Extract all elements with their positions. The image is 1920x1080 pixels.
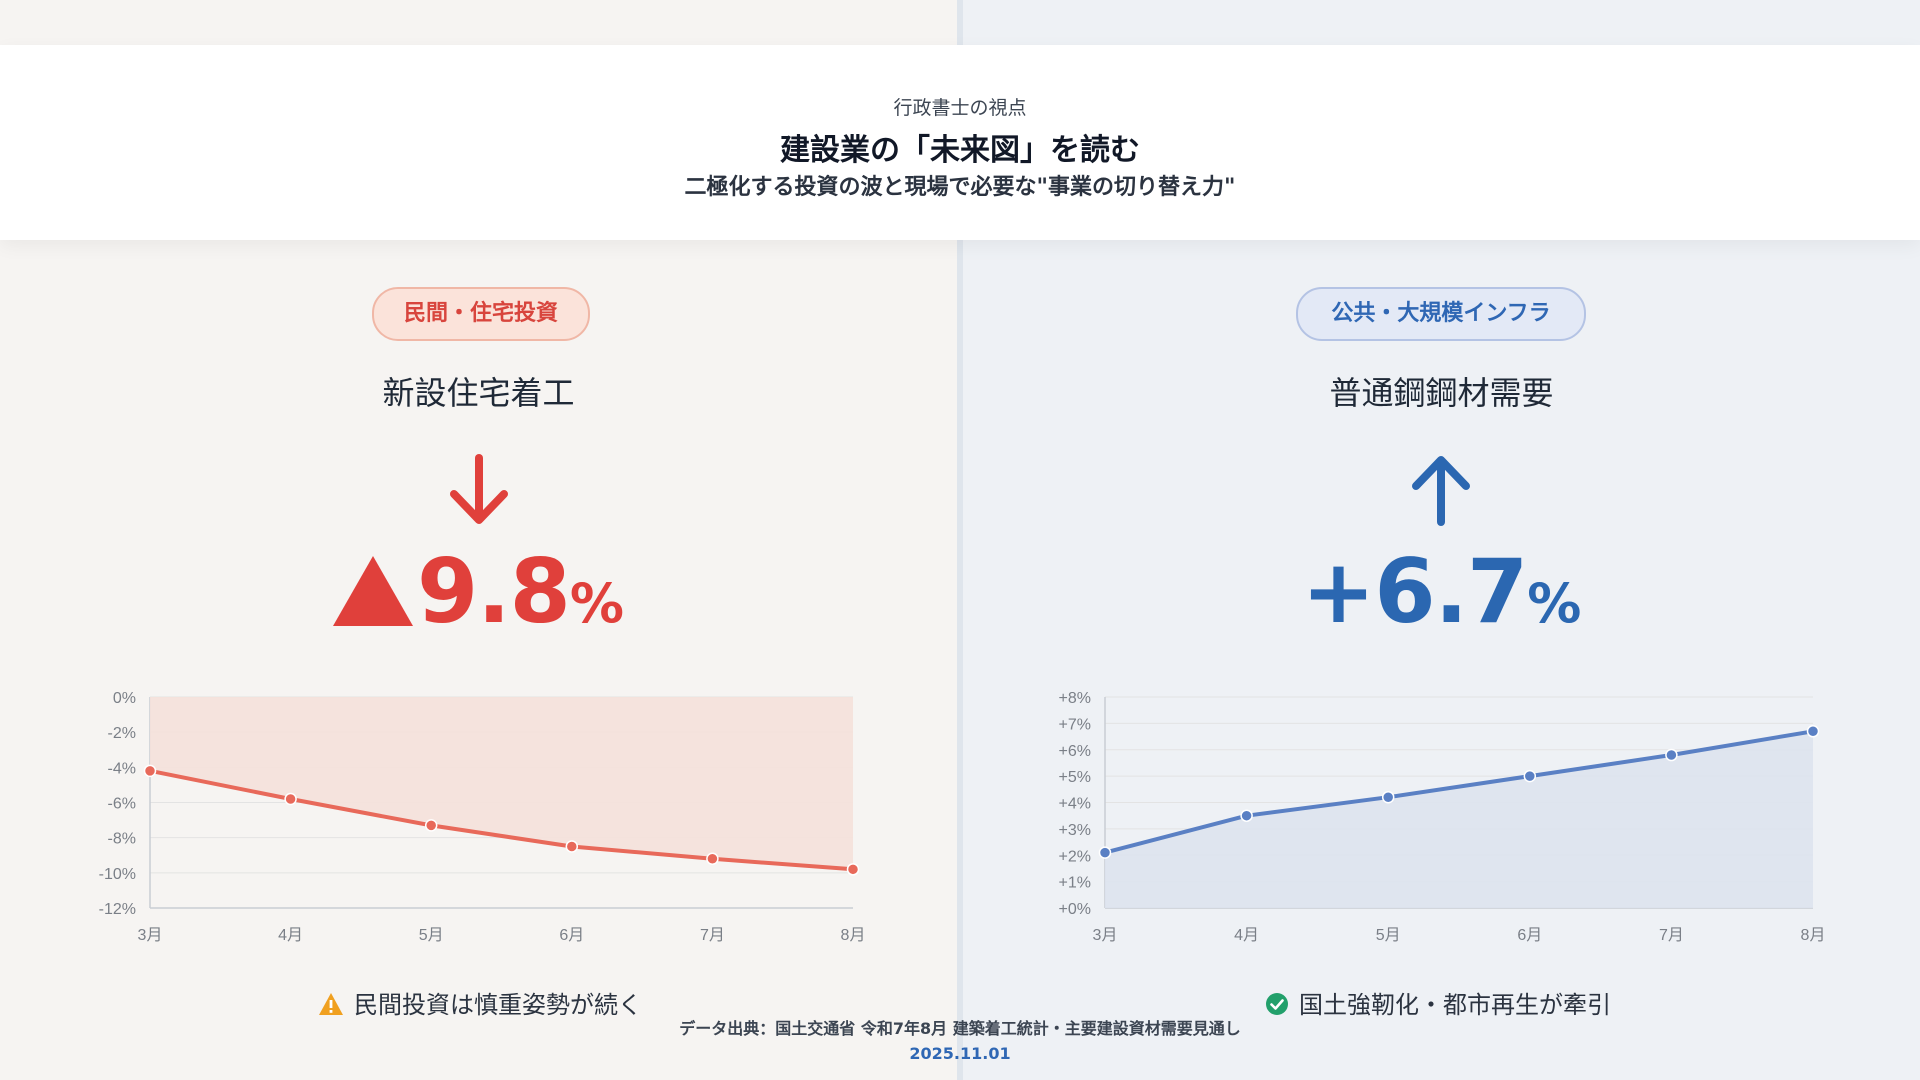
- y-tick-label: -8%: [108, 831, 136, 848]
- x-tick-label: 7月: [700, 927, 725, 944]
- page-header: 行政書士の視点 建設業の「未来図」を読む 二極化する投資の波と現場で必要な"事業…: [0, 45, 1920, 240]
- y-tick-label: -10%: [99, 866, 136, 883]
- housing-starts-value: 9.8: [417, 540, 571, 643]
- panel-divider: [957, 0, 963, 1080]
- data-point: [1240, 809, 1253, 822]
- x-tick-label: 3月: [138, 927, 163, 944]
- x-tick-label: 4月: [1234, 927, 1259, 944]
- x-tick-label: 8月: [841, 927, 866, 944]
- y-tick-label: +5%: [1059, 769, 1091, 786]
- triangle-icon: [333, 556, 413, 626]
- x-tick-label: 6月: [559, 927, 584, 944]
- data-point: [1098, 846, 1112, 859]
- series-line: [1103, 729, 1815, 855]
- private-investment-note-text: 民間投資は慎重姿勢が続く: [354, 991, 642, 1019]
- warning-icon: [319, 993, 343, 1015]
- header-kicker: 行政書士の視点: [893, 97, 1027, 119]
- data-point: [1806, 725, 1820, 738]
- x-tick-label: 5月: [419, 927, 444, 944]
- data-point: [565, 840, 579, 853]
- x-tick-label: 3月: [1093, 927, 1118, 944]
- steel-demand-value: +6.7: [1301, 540, 1529, 643]
- x-tick-label: 4月: [278, 927, 303, 944]
- publish-date: 2025.11.01: [909, 1044, 1011, 1063]
- series-line: [148, 768, 855, 872]
- steel-demand-unit: %: [1527, 572, 1582, 635]
- steel-demand-chart: +8% +7% +6% +5% +4% +3% +2% +1% +0%3月 4月 5月 6月 7月 8月: [1059, 690, 1826, 944]
- page-subtitle: 二極化する投資の波と現場で必要な"事業の切り替え力": [684, 175, 1236, 200]
- y-tick-label: -6%: [108, 796, 136, 813]
- private-housing-badge: 民間・住宅投資: [372, 287, 590, 341]
- data-point: [1381, 790, 1395, 804]
- data-source: データ出典：国土交通省 令和7年8月 建築着工統計・主要建設資材需要見通し: [679, 1019, 1241, 1038]
- public-investment-note: 国土強靭化・都市再生が牽引: [1265, 985, 1611, 1020]
- data-point: [1665, 748, 1678, 762]
- public-investment-note-text: 国土強靭化・都市再生が牽引: [1299, 991, 1611, 1019]
- data-point: [284, 792, 297, 806]
- y-tick-label: +3%: [1059, 822, 1091, 839]
- check-circle-icon: [1266, 993, 1288, 1015]
- y-tick-label: +7%: [1059, 716, 1091, 733]
- y-tick-label: +4%: [1059, 796, 1091, 813]
- housing-starts-unit: %: [569, 572, 624, 635]
- y-tick-label: -2%: [108, 725, 136, 742]
- steel-demand-title: 普通鋼鋼材需要: [1329, 374, 1554, 412]
- y-tick-label: +2%: [1059, 848, 1091, 865]
- data-point: [706, 852, 719, 866]
- area-fill: [150, 697, 853, 870]
- y-tick-label: +0%: [1059, 901, 1091, 918]
- y-tick-label: -4%: [108, 760, 136, 777]
- arrow-up-icon: [1412, 456, 1470, 526]
- public-infrastructure-badge: 公共・大規模インフラ: [1296, 287, 1586, 341]
- data-point: [846, 863, 860, 876]
- y-tick-label: -12%: [99, 901, 136, 918]
- data-point: [424, 819, 438, 832]
- page-title: 建設業の「未来図」を読む: [780, 133, 1140, 168]
- y-tick-label: +8%: [1059, 690, 1091, 707]
- data-point: [1523, 769, 1537, 783]
- data-point: [143, 764, 157, 778]
- y-tick-label: +1%: [1059, 875, 1091, 892]
- y-tick-label: +6%: [1059, 743, 1091, 760]
- private-investment-note: 民間投資は慎重姿勢が続く: [318, 985, 642, 1020]
- x-tick-label: 6月: [1517, 927, 1542, 944]
- x-tick-label: 5月: [1376, 927, 1401, 944]
- x-tick-label: 8月: [1801, 927, 1826, 944]
- housing-starts-chart: 0% -2% -4% -6% -8% -10% -12%3月 4月 5月 6月 7月 8月: [99, 690, 866, 944]
- steel-demand-change: +6.7%: [963, 540, 1920, 643]
- housing-starts-change: 9.8%: [0, 540, 957, 643]
- housing-starts-title: 新設住宅着工: [382, 374, 575, 412]
- arrow-down-icon: [450, 454, 508, 524]
- y-tick-label: 0%: [113, 690, 136, 707]
- area-fill: [1105, 731, 1813, 908]
- x-tick-label: 7月: [1659, 927, 1684, 944]
